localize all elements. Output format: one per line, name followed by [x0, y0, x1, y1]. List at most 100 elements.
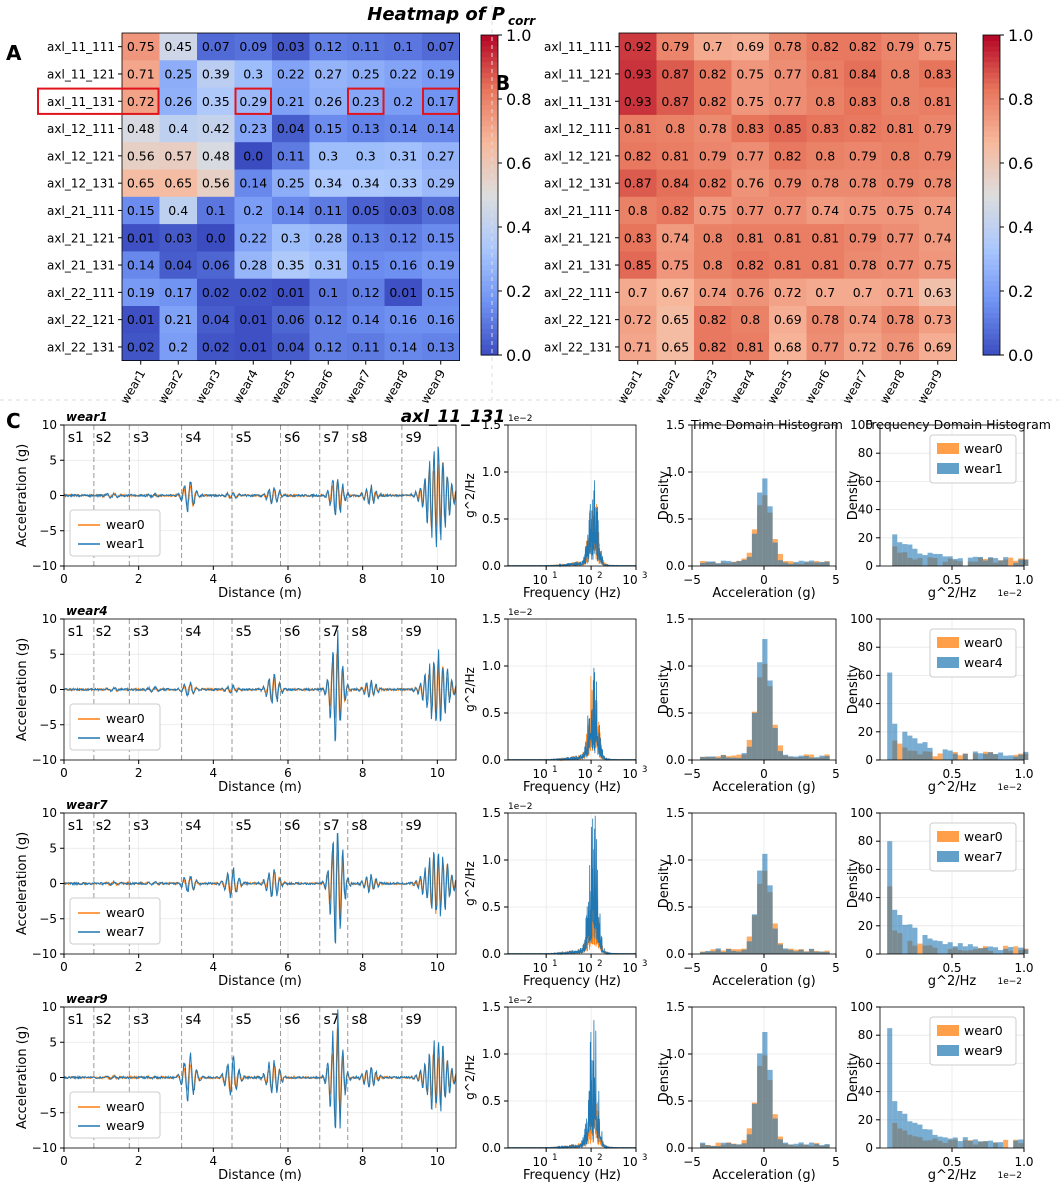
heatmap-a-cell [422, 87, 460, 116]
row-wear7-time-ytick-label: −10 [32, 947, 57, 961]
row-wear1-fhist-bar-wear [993, 558, 999, 566]
row-wear1-fhist-bar-wear [982, 560, 988, 566]
heatmap-a-cell [347, 60, 385, 88]
row-wear1-fft-ytick-label: 0.0 [482, 559, 501, 573]
row-wear1-thist-xtick-label: −5 [683, 573, 701, 587]
row-wear7-section-label: s7 [323, 818, 339, 834]
row-wear1-thist-bar-wear [725, 560, 732, 566]
heatmap-a-cell-value: 0.56 [127, 148, 155, 163]
heatmap-a-cell-value: 0.09 [239, 39, 267, 54]
row-wear4-fhist-bar-wear [998, 752, 1004, 760]
heatmap-a-cell-value: 0.27 [427, 148, 455, 163]
heatmap-a-cell-value: 0.12 [314, 39, 342, 54]
row-wear7-fhist-ytick-label: 40 [858, 891, 873, 905]
heatmap-a-cell [309, 142, 348, 170]
heatmap-a-cell-value: 0.31 [314, 258, 342, 273]
colorbar-b-segment [983, 259, 1000, 265]
row-wear7-fhist-bar-wear [998, 950, 1004, 954]
row-wear9-thist-bar-wear [808, 1142, 815, 1148]
heatmap-b-cell-value: 0.72 [624, 312, 652, 327]
colorbar-a-segment [481, 211, 498, 217]
heatmap-a-cell-value: 0.4 [168, 203, 188, 218]
heatmap-b-frame [618, 32, 957, 362]
heatmap-a-cell [347, 114, 385, 143]
heatmap-b-cell-value: 0.74 [924, 203, 952, 218]
colorbar-b-segment [983, 216, 1000, 223]
row-wear1-thist-bar-wear [757, 492, 763, 566]
heatmap-a-cell [422, 278, 460, 307]
row-wear7-fft-wear [507, 815, 637, 956]
heatmap-b-cell [619, 224, 657, 252]
row-wear9-section-label: s6 [284, 1012, 300, 1028]
heatmap-a-cell [197, 196, 235, 225]
colorbar-b-tick-label: 0.6 [1008, 154, 1033, 173]
colorbar-a-segment [481, 136, 498, 143]
row-wear7-fhist-bar-wear [897, 914, 903, 954]
heatmap-a-cell-value: 0.22 [239, 230, 267, 245]
row-wear4-fhist-bar-wear [892, 723, 898, 760]
heatmap-a-cell-value: 0.03 [277, 39, 305, 54]
heatmap-a-cell-value: 0.06 [202, 258, 230, 273]
row-wear7-thist-bar-wear [725, 949, 732, 954]
row-wear7-fhist-bar-wear [937, 941, 943, 954]
heatmap-b-cell-value: 0.8 [890, 94, 910, 109]
heatmap-b-cell-value: 0.79 [886, 176, 914, 191]
row-wear7-time-ytick-label: 10 [42, 806, 57, 820]
colorbar-a-segment [481, 83, 498, 89]
row-wear4-thist-bar-wear [725, 757, 732, 760]
heatmap-a-cell-value: 0.45 [164, 39, 192, 54]
heatmap-a-cell-value: 0.04 [277, 121, 305, 136]
colorbar-b-segment [983, 317, 1000, 324]
heatmap-a-frame [121, 32, 460, 362]
panel-label-b: B [495, 71, 510, 95]
row-wear4-fhist-ytick-label: 60 [858, 668, 873, 682]
row-wear9-thist-ytick-label: 1.0 [666, 1047, 685, 1061]
row-wear4-time-ytick-label: 0 [49, 683, 57, 697]
row-wear9-fhist-ytick-label: 80 [858, 1028, 873, 1042]
row-wear9-thist-bar-wear [741, 1143, 747, 1148]
row-wear1-time-xtick-label: 4 [210, 572, 218, 586]
colorbar-b-segment [983, 285, 1000, 292]
row-wear1-thist-bar-wear [720, 560, 726, 566]
heatmap-a-cell-value: 0.1 [393, 39, 413, 54]
row-wear4-section-label: s2 [96, 624, 112, 640]
row-wear4-time-xtick-label: 6 [284, 766, 292, 780]
row-wear1-thist-bar-wear [767, 506, 773, 566]
heatmap-a-cell-value: 0.07 [427, 39, 455, 54]
row-wear4-fft-xtick-exponent: 3 [642, 765, 647, 775]
row-wear4-fhist-ylabel: Density [846, 664, 861, 714]
colorbar-a-segment [481, 131, 498, 137]
heatmap-a-cell-value: 0.01 [389, 285, 417, 300]
heatmap-a-cell-value: 0.19 [127, 285, 155, 300]
row-wear1-fhist-bar-wear0 [1008, 557, 1014, 566]
colorbar-a-segment [481, 280, 498, 287]
row-wear4-wear-signal [63, 629, 457, 742]
row-wear1-thist-bar-wear [814, 562, 820, 566]
heatmap-b-cell-value: 0.77 [811, 339, 839, 354]
row-wear9-fft-ylabel: g^2/Hz [463, 1055, 477, 1100]
colorbar-a-segment [481, 195, 498, 201]
heatmap-b-cell [656, 169, 695, 198]
heatmap-a-cell [309, 278, 348, 307]
heatmap-b-cell-value: 0.75 [886, 203, 914, 218]
row-wear7-section-label: s8 [351, 818, 367, 834]
heatmap-b-cell-value: 0.77 [774, 203, 802, 218]
colorbar-b-segment [983, 72, 1000, 79]
heatmap-b-cell [731, 306, 770, 334]
heatmap-a-cell-value: 0.12 [314, 339, 342, 354]
heatmap-a-row-label: axl_22_131 [47, 340, 115, 354]
row-wear4-fhist-legend-label-wear0: wear0 [964, 635, 1003, 650]
row-wear4-fhist-bar-wear [912, 738, 918, 760]
heatmap-b-cell [619, 60, 657, 88]
row-wear9-thist-bar-wear [720, 1142, 726, 1148]
heatmap-a-cell [197, 278, 235, 307]
heatmap-b-cell [881, 60, 920, 88]
heatmap-b-cell [656, 278, 695, 307]
heatmap-b-cell-value: 0.81 [811, 66, 839, 81]
heatmap-b-row-label: axl_21_131 [544, 259, 612, 273]
heatmap-a-cell [309, 306, 348, 334]
row-wear9-section-label: s9 [406, 1012, 422, 1028]
row-wear9-legend-label-wear: wear9 [106, 1118, 145, 1133]
heatmap-a-cell-value: 0.75 [127, 39, 155, 54]
row-wear1-time-xtick-label: 8 [359, 572, 367, 586]
